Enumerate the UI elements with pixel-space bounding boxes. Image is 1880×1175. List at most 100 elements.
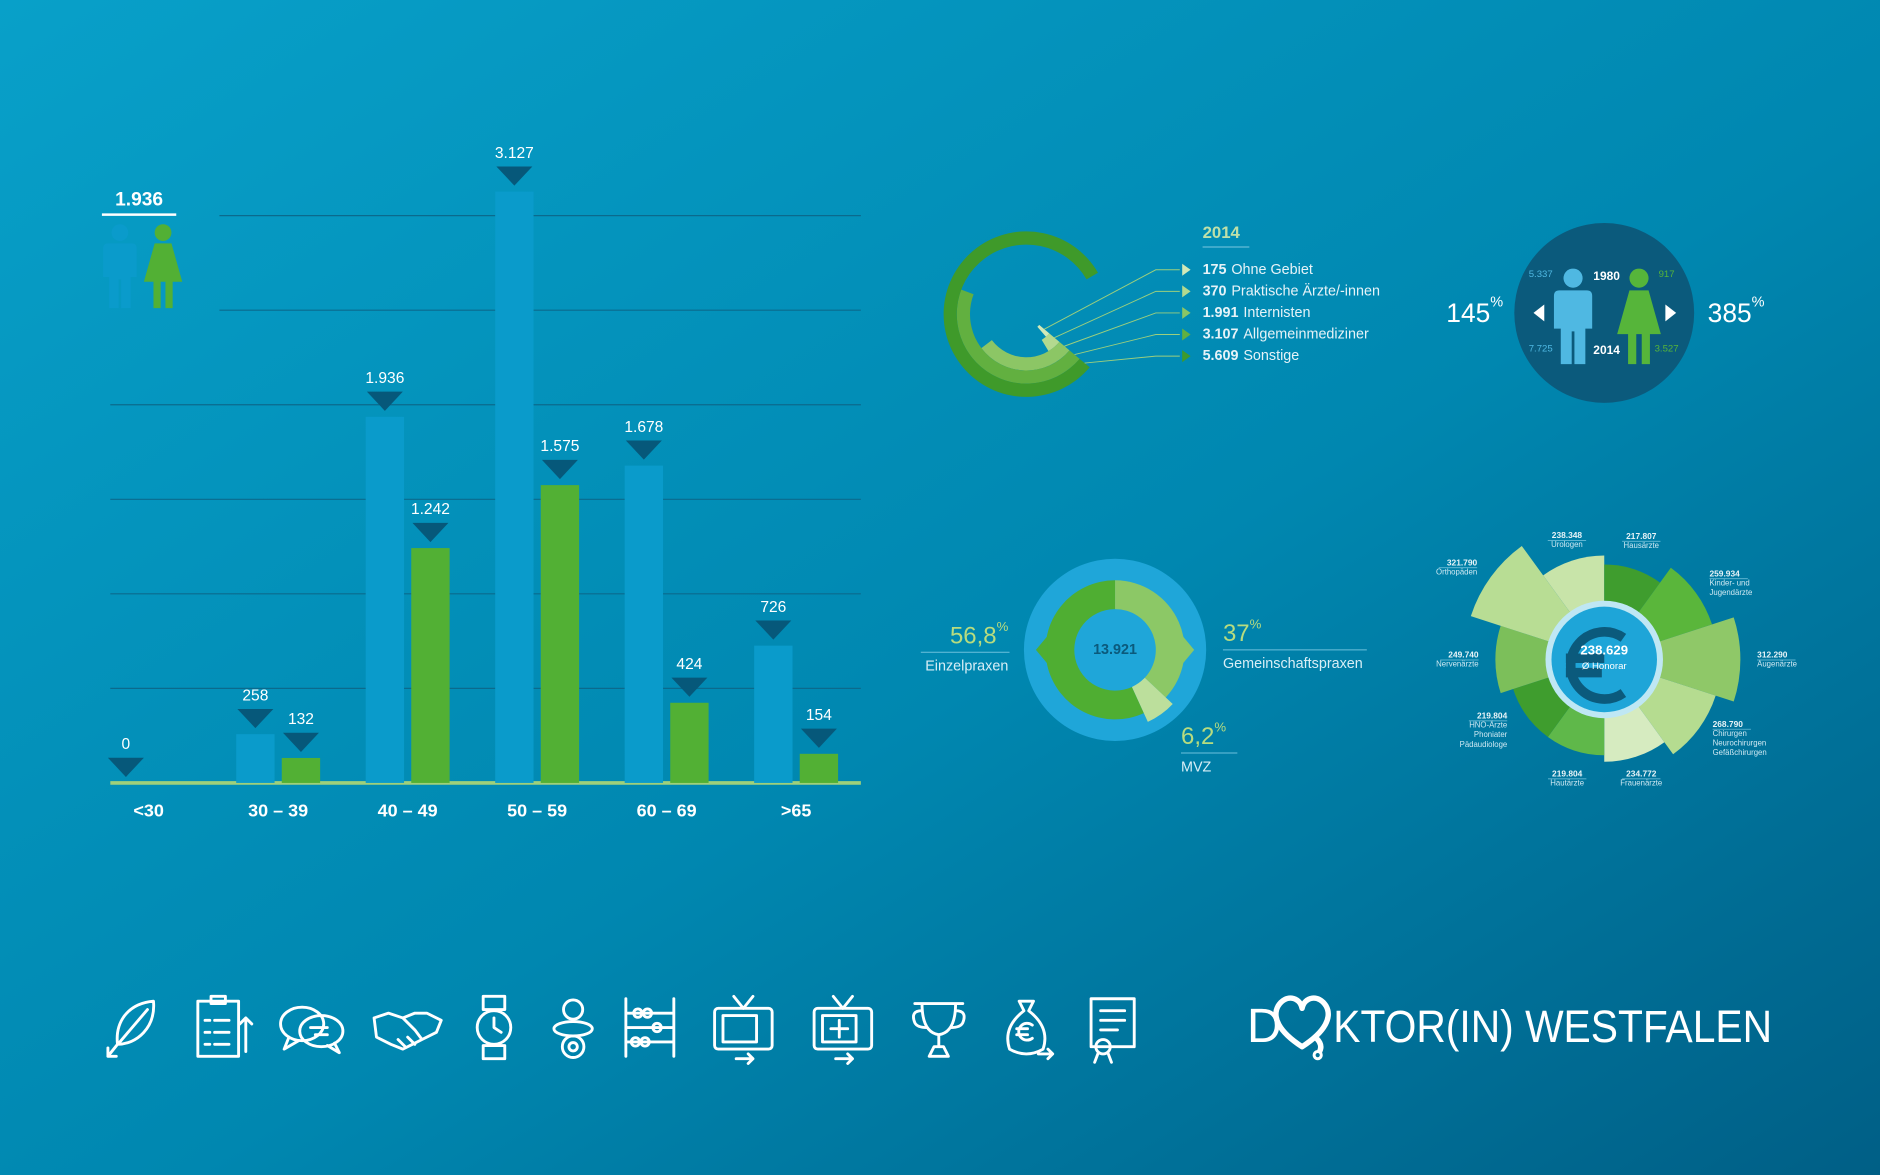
value-label: 917	[1659, 269, 1675, 280]
value-label: 219.804	[1552, 768, 1583, 778]
value-label: 217.807	[1626, 531, 1657, 541]
value-label: 1.936	[365, 370, 404, 387]
bar-marker	[625, 440, 662, 460]
value-label: 0	[122, 736, 131, 753]
body	[103, 243, 137, 309]
center-label: 238.629	[1580, 642, 1628, 657]
arrow	[1665, 304, 1677, 322]
leader-line	[1084, 355, 1180, 364]
man-icon	[103, 224, 137, 309]
euro-symbol	[1565, 627, 1627, 704]
value-label: 219.804	[1477, 711, 1508, 721]
legend-label: Allgemeinmediziner	[1243, 327, 1369, 343]
arc-bar	[981, 340, 1070, 371]
donut-segment	[1115, 580, 1185, 698]
trophy-icon	[912, 1002, 966, 1058]
category-label: Gemeinschaftspraxen	[1223, 656, 1363, 672]
x-tick-label: 60 – 69	[637, 801, 697, 821]
bar	[281, 757, 321, 783]
tv-icon	[713, 994, 774, 1065]
value: 6,2	[1181, 723, 1214, 750]
value-label: 56,8%	[950, 618, 1009, 649]
legend-marker	[1182, 328, 1191, 341]
legend-entry: 3.107 Allgemeinmediziner	[1203, 327, 1369, 343]
value-label: 6,2%	[1181, 719, 1226, 750]
value-label: 249.740	[1448, 650, 1479, 660]
man-icon	[1553, 268, 1593, 365]
category-label: Frauenärzte	[1620, 779, 1662, 788]
legend-entry: 175 Ohne Gebiet	[1203, 262, 1313, 278]
unit: %	[1214, 719, 1226, 734]
legend-entry: 5.609 Sonstige	[1203, 348, 1300, 364]
unit: %	[1752, 294, 1765, 310]
category-label: HNO-Ärzte	[1469, 721, 1507, 730]
clipboard-icon	[196, 994, 254, 1058]
unit: %	[1490, 294, 1503, 310]
head	[1563, 268, 1583, 288]
year-label: 2014	[1593, 343, 1620, 357]
bar-marker	[412, 522, 449, 543]
handshake-icon	[372, 1011, 443, 1051]
bar-marker	[671, 677, 708, 697]
bar	[236, 734, 275, 783]
legend-marker	[1182, 285, 1191, 298]
body	[1553, 290, 1593, 365]
x-tick-label: 30 – 39	[248, 801, 308, 821]
bar	[754, 645, 793, 783]
certificate-icon	[1089, 997, 1136, 1064]
center-title: Ø Honorar	[1582, 661, 1628, 672]
bar-marker	[366, 391, 403, 411]
annotation: 1.936	[115, 190, 163, 211]
arrow	[1533, 304, 1545, 322]
x-tick-label: 40 – 49	[378, 801, 438, 821]
category-label: Nervenärzte	[1436, 660, 1478, 669]
category-label: Hautärzte	[1550, 779, 1584, 788]
notch	[1182, 635, 1195, 665]
value-label: 312.290	[1757, 650, 1788, 660]
bar-marker	[800, 728, 837, 748]
category-label: Jugendärzte	[1709, 588, 1752, 597]
value: 37	[1223, 620, 1250, 647]
bar	[540, 485, 580, 783]
arc-bar	[1041, 333, 1060, 352]
head	[1629, 268, 1649, 288]
legend-marker	[1182, 306, 1191, 319]
category-label: Kinder- und	[1709, 578, 1749, 587]
category-label: Einzelpraxen	[925, 659, 1008, 675]
value-label: 3.527	[1655, 343, 1679, 354]
change-label: 145%	[1446, 294, 1503, 328]
x-tick-label: >65	[781, 801, 811, 821]
notch	[1035, 635, 1048, 665]
bar-marker	[282, 732, 319, 752]
bar	[670, 702, 709, 783]
value-label: 37%	[1223, 616, 1262, 647]
bar	[411, 548, 450, 783]
legend-value: 5.609	[1203, 348, 1239, 364]
category-label: Neurochirurgen	[1713, 738, 1767, 747]
value-label: 154	[806, 707, 832, 724]
value-label: 1.678	[624, 419, 663, 436]
category-label: Pädaudiologe	[1460, 740, 1508, 749]
bar-marker	[496, 166, 533, 186]
money-bag-icon	[1006, 999, 1055, 1061]
legend-title: 2014	[1203, 223, 1241, 242]
icon-row	[106, 994, 1136, 1065]
category-label: Gefäßchirurgen	[1713, 748, 1767, 757]
category-label: Orthopäden	[1436, 567, 1477, 576]
logo: D KTOR(IN) WESTFALEN	[1247, 995, 1772, 1061]
legend-value: 175	[1203, 262, 1227, 278]
bar	[495, 191, 534, 783]
bar	[624, 465, 664, 783]
legend-marker	[1182, 350, 1191, 363]
value-label: 259.934	[1709, 568, 1740, 578]
value-label: 321.790	[1447, 557, 1478, 567]
category-label: Urologen	[1551, 540, 1583, 549]
chat-icon	[279, 1005, 345, 1055]
arc-bar	[956, 289, 1080, 384]
legend-entry: 1.991 Internisten	[1203, 305, 1311, 321]
bar	[799, 753, 839, 783]
value-label: 268.790	[1713, 719, 1744, 729]
legend-value: 1.991	[1203, 305, 1239, 321]
year-label: 1980	[1593, 269, 1620, 283]
